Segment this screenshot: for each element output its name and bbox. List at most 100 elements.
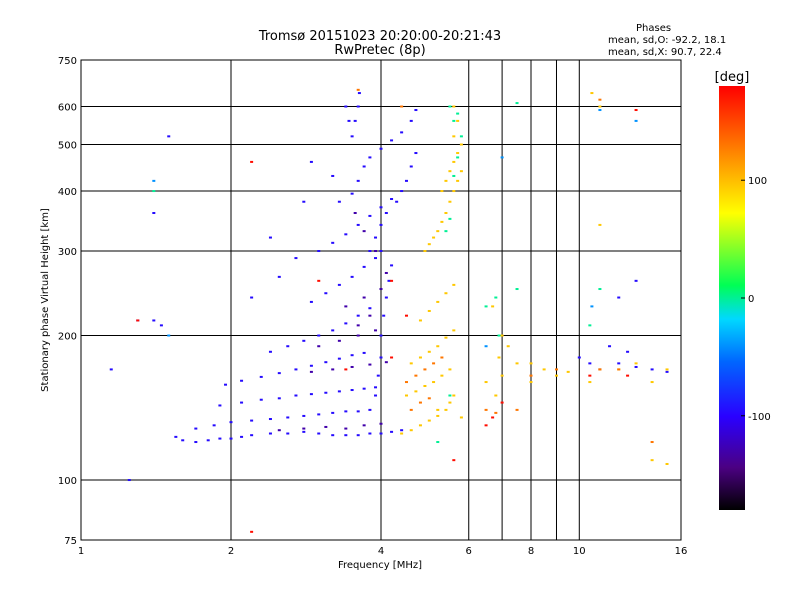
- data-point: [456, 119, 460, 122]
- data-point: [379, 223, 383, 226]
- x-tick-label: 4: [378, 546, 384, 557]
- data-point: [356, 334, 360, 337]
- data-point: [494, 296, 498, 299]
- data-point: [356, 179, 360, 182]
- data-point: [617, 368, 621, 371]
- data-point: [409, 165, 413, 168]
- y-tick-label: 200: [58, 332, 77, 343]
- data-point: [382, 314, 386, 317]
- data-point: [427, 419, 431, 422]
- data-point: [362, 265, 366, 268]
- data-point: [152, 212, 156, 215]
- data-point: [423, 384, 427, 387]
- data-point: [331, 329, 335, 332]
- data-point: [440, 356, 444, 359]
- colorbar-tick-label: -100: [748, 412, 771, 423]
- data-point: [309, 364, 313, 367]
- data-point: [390, 356, 394, 359]
- data-point: [444, 212, 448, 215]
- data-point: [598, 368, 602, 371]
- data-point: [456, 156, 460, 159]
- data-point: [277, 397, 281, 400]
- colorbar-label: [deg]: [715, 70, 750, 85]
- data-point: [376, 374, 380, 377]
- data-point: [194, 441, 198, 444]
- data-point: [500, 156, 504, 159]
- data-point: [317, 345, 321, 348]
- data-point: [136, 319, 140, 322]
- data-point: [423, 250, 427, 253]
- data-point: [634, 109, 638, 112]
- grid-layer: [81, 60, 681, 540]
- data-point: [529, 374, 533, 377]
- data-point: [404, 314, 408, 317]
- data-point: [362, 296, 366, 299]
- data-point: [452, 135, 456, 138]
- data-point: [491, 416, 495, 419]
- data-point: [436, 408, 440, 411]
- data-point: [452, 329, 456, 332]
- data-point: [459, 143, 463, 146]
- data-point: [500, 374, 504, 377]
- data-point: [440, 220, 444, 223]
- data-point: [650, 381, 654, 384]
- data-point: [368, 408, 372, 411]
- data-point: [395, 200, 399, 203]
- data-point: [194, 427, 198, 430]
- data-point: [404, 394, 408, 397]
- data-point: [598, 98, 602, 101]
- data-point: [268, 432, 272, 435]
- data-point: [384, 212, 388, 215]
- data-point: [436, 230, 440, 233]
- colorbar-tick-label: 100: [748, 176, 767, 187]
- data-point: [484, 381, 488, 384]
- data-point: [404, 179, 408, 182]
- data-point: [268, 350, 272, 353]
- data-point: [167, 135, 171, 138]
- data-point: [294, 368, 298, 371]
- data-point: [634, 362, 638, 365]
- data-point: [588, 374, 592, 377]
- data-point: [356, 223, 360, 226]
- y-tick-label: 400: [58, 187, 77, 198]
- data-point: [331, 434, 335, 437]
- data-point: [368, 432, 372, 435]
- data-point: [379, 356, 383, 359]
- data-point: [423, 368, 427, 371]
- data-point: [302, 339, 306, 342]
- data-point: [390, 139, 394, 142]
- data-point: [436, 345, 440, 348]
- data-point: [344, 322, 348, 325]
- data-point: [356, 105, 360, 108]
- data-point: [240, 401, 244, 404]
- data-point: [250, 530, 254, 533]
- data-point: [277, 275, 281, 278]
- data-point: [309, 160, 313, 163]
- data-point: [368, 250, 372, 253]
- data-point: [491, 305, 495, 308]
- data-point: [409, 362, 413, 365]
- data-point: [331, 368, 335, 371]
- data-point: [309, 393, 313, 396]
- data-point: [174, 435, 178, 438]
- data-point: [374, 236, 378, 239]
- data-point: [459, 170, 463, 173]
- data-point: [432, 362, 436, 365]
- data-point: [374, 250, 378, 253]
- data-point: [444, 336, 448, 339]
- data-point: [529, 381, 533, 384]
- data-point: [350, 192, 354, 195]
- data-point: [331, 174, 335, 177]
- y-tick-label: 750: [58, 56, 77, 67]
- x-tick-label: 6: [466, 546, 472, 557]
- data-point: [374, 394, 378, 397]
- data-point: [444, 179, 448, 182]
- data-point: [427, 350, 431, 353]
- data-point: [427, 397, 431, 400]
- data-point: [452, 190, 456, 193]
- data-point: [309, 300, 313, 303]
- data-point: [317, 334, 321, 337]
- data-point: [665, 462, 669, 465]
- x-tick-label: 10: [573, 546, 586, 557]
- y-tick-label: 600: [58, 103, 77, 114]
